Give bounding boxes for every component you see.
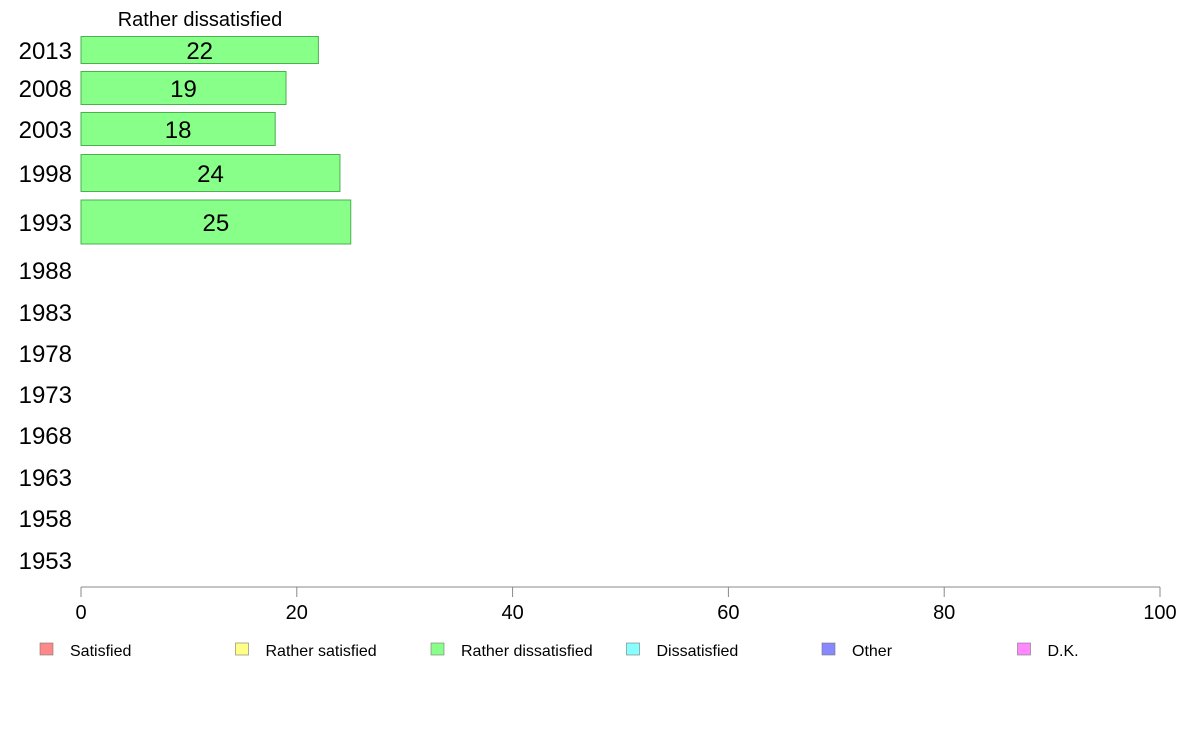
year-label-1998: 1998 — [19, 161, 72, 188]
legend-swatch-0 — [39, 642, 54, 656]
x-tick-label-60: 60 — [717, 602, 739, 624]
year-label-1958: 1958 — [19, 506, 72, 533]
legend-label-2: Rather dissatisfied — [461, 643, 593, 660]
year-label-1953: 1953 — [19, 548, 72, 575]
bar-2003 — [80, 112, 276, 146]
bar-2008 — [80, 71, 287, 105]
year-label-1963: 1963 — [19, 465, 72, 492]
year-label-1988: 1988 — [19, 258, 72, 285]
bar-value-label-2008: 19 — [170, 76, 197, 103]
bar-value-label-2003: 18 — [165, 117, 192, 144]
x-tick-label-0: 0 — [75, 602, 86, 624]
legend-label-4: Other — [852, 643, 893, 660]
x-tick-label-40: 40 — [501, 602, 523, 624]
year-label-1978: 1978 — [19, 341, 72, 368]
bar-2013 — [80, 36, 319, 64]
year-label-2003: 2003 — [19, 117, 72, 144]
x-tick-label-80: 80 — [933, 602, 955, 624]
bar-1998 — [80, 154, 341, 192]
bar-value-label-1993: 25 — [203, 210, 230, 237]
year-label-1973: 1973 — [19, 382, 72, 409]
year-label-2008: 2008 — [19, 76, 72, 103]
legend-label-0: Satisfied — [70, 643, 131, 660]
legend-swatch-3 — [626, 642, 640, 656]
legend-label-1: Rather satisfied — [266, 643, 377, 660]
legend-label-3: Dissatisfied — [657, 643, 739, 660]
legend-label-5: D.K. — [1048, 643, 1079, 660]
chart-title: Rather dissatisfied — [118, 9, 283, 31]
x-tick-label-100: 100 — [1143, 602, 1176, 624]
bar-1993 — [80, 199, 352, 245]
year-label-1983: 1983 — [19, 300, 72, 327]
bar-value-label-2013: 22 — [186, 38, 213, 65]
year-labels: 2013 2008 2003 1998 1993 1988 1983 1978 1973 1968… — [19, 38, 72, 575]
year-label-1968: 1968 — [19, 423, 72, 450]
x-tick-label-20: 20 — [286, 602, 308, 624]
legend-swatch-5 — [1017, 642, 1031, 656]
year-label-1993: 1993 — [19, 210, 72, 237]
legend-swatch-1 — [235, 642, 249, 656]
x-axis: 0 20 40 60 80 100 — [75, 586, 1177, 624]
year-label-2013: 2013 — [19, 38, 72, 65]
legend-swatch-4 — [821, 642, 836, 656]
legend-swatch-2 — [430, 642, 445, 656]
bar-value-label-1998: 24 — [197, 161, 224, 188]
legend: Satisfied Rather satisfied Rather dissatis… — [39, 642, 1079, 660]
